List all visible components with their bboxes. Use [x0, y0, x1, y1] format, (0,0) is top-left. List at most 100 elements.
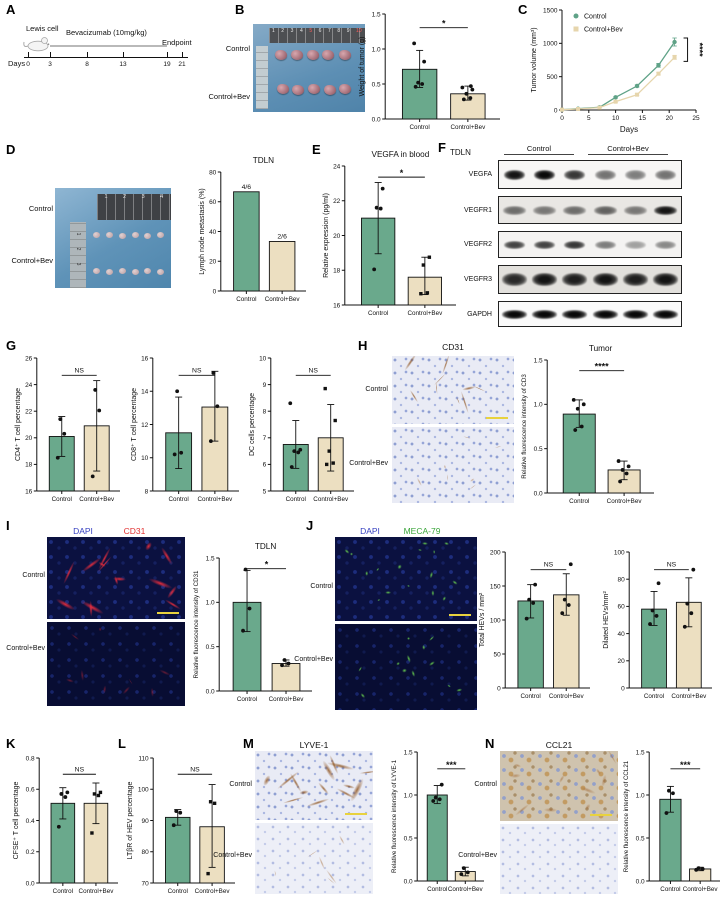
- svg-text:Control: Control: [169, 496, 189, 503]
- stain-texture: [395, 660, 401, 666]
- chart-ltbr: 70 80 90 100 110 Control Control+Bev NS LTβR of …: [124, 746, 241, 900]
- svg-text:10: 10: [141, 455, 149, 462]
- blot-band: [533, 169, 555, 180]
- blot-protein-label: VEGFA: [468, 171, 492, 178]
- svg-text:1.0: 1.0: [372, 46, 381, 53]
- vertical-ruler: [256, 46, 268, 110]
- stain-texture: [397, 563, 404, 571]
- blot-band: [594, 240, 616, 249]
- lymph-node-specimen: [118, 233, 126, 239]
- blot-band: [501, 273, 527, 286]
- svg-text:22: 22: [25, 409, 33, 416]
- row-label-control: Control: [365, 386, 388, 393]
- stain-texture: [494, 444, 502, 449]
- stain-texture: [422, 542, 429, 546]
- day-label: 19: [163, 61, 171, 68]
- panel-letter-h: H: [358, 338, 368, 353]
- blot-band: [593, 205, 617, 215]
- if-cd31-control: [47, 537, 185, 619]
- mouse-icon: [23, 37, 50, 52]
- ruler-number: 6: [318, 28, 322, 35]
- svg-text:Relative fluorescence intensit: Relative fluorescence intensity of CD3: [521, 374, 528, 479]
- stain-texture: [514, 802, 530, 816]
- if-cd31-bev: [47, 622, 185, 706]
- panel-letter-b: B: [235, 2, 245, 17]
- blot-lane-box: [498, 265, 682, 294]
- svg-text:Control: Control: [660, 886, 680, 893]
- row-label-control-bev: Control+Bev: [294, 656, 333, 663]
- blot-band: [653, 273, 679, 286]
- svg-text:0.0: 0.0: [404, 878, 413, 885]
- stain-texture: [510, 773, 521, 779]
- stain-texture: [164, 598, 182, 611]
- svg-text:Control+Bev: Control+Bev: [450, 124, 486, 131]
- chart-tumor-weight: 0.0 0.5 1.0 1.5 Control Control+Bev * Weight of…: [356, 2, 506, 136]
- panel-letter-g: G: [6, 338, 17, 353]
- svg-text:0.0: 0.0: [372, 116, 381, 123]
- svg-text:0.0: 0.0: [26, 880, 35, 887]
- svg-text:0.6: 0.6: [26, 787, 35, 794]
- blot-band: [563, 205, 587, 215]
- stain-texture: [557, 774, 565, 785]
- panel-letter-d: D: [6, 142, 16, 157]
- ruler-number: 1: [104, 194, 108, 200]
- blot-band: [624, 240, 646, 249]
- stain-texture: [408, 389, 419, 403]
- svg-text:CD8⁺ T cell percentage: CD8⁺ T cell percentage: [131, 388, 138, 461]
- svg-text:4/6: 4/6: [242, 184, 252, 191]
- lymph-node-specimen: [131, 269, 139, 275]
- blot-row-vegfr1: VEGFR1: [448, 196, 682, 224]
- stain-texture: [404, 356, 418, 372]
- stain-title-ccl21: CCL21: [545, 740, 573, 750]
- svg-text:1.0: 1.0: [636, 792, 645, 799]
- svg-text:Control: Control: [52, 496, 72, 503]
- stain-texture: [376, 598, 381, 603]
- day-label: 3: [48, 61, 52, 68]
- svg-text:90: 90: [141, 818, 149, 825]
- stain-texture: [273, 870, 277, 877]
- stain-texture: [147, 577, 173, 591]
- svg-text:LTβR of HEV percentage: LTβR of HEV percentage: [127, 781, 134, 859]
- svg-text:0: 0: [497, 685, 501, 692]
- stain-title-dapi: DAPI: [73, 526, 93, 536]
- tumor-specimen: [323, 84, 336, 95]
- svg-text:0.0: 0.0: [636, 878, 645, 885]
- stain-texture: [431, 589, 435, 597]
- svg-text:0.2: 0.2: [26, 849, 35, 856]
- blot-band: [594, 169, 616, 180]
- panel-letter-f: F: [438, 140, 446, 155]
- stain-texture: [349, 552, 353, 556]
- blot-band: [562, 309, 588, 319]
- svg-text:16: 16: [25, 488, 33, 495]
- stain-texture: [446, 684, 452, 689]
- stain-texture: [462, 436, 472, 440]
- chart-cd4: 16 18 20 22 24 26 Control Control+Bev NS CD4⁺ T c…: [12, 346, 126, 508]
- stain-texture: [416, 477, 423, 487]
- svg-text:Relative fluorescence intensit: Relative fluorescence intensity of CD31: [193, 570, 200, 679]
- svg-text:NS: NS: [544, 562, 554, 569]
- svg-text:10: 10: [259, 355, 267, 362]
- blot-rows: VEGFA VEGFR1 VEGFR2 VEGFR3 GAPDH: [448, 160, 682, 334]
- stain-texture: [433, 550, 436, 555]
- chart-dc: 5 6 7 8 9 10 Control Control+Bev NS DC cells perc…: [246, 346, 360, 508]
- svg-text:50: 50: [493, 651, 501, 658]
- stain-texture: [80, 669, 85, 682]
- ruler: 1 2 3 4 5 6 7 8 9 10: [268, 28, 365, 44]
- svg-text:NS: NS: [667, 562, 677, 569]
- svg-text:0.8: 0.8: [26, 755, 35, 762]
- svg-text:20: 20: [666, 115, 674, 122]
- svg-text:1000: 1000: [543, 41, 558, 48]
- panel-a-schema: Lewis cell Bevacizumab (10mg/kg) Endpoin…: [8, 2, 236, 88]
- stain-texture: [578, 785, 596, 795]
- drug-label: Bevacizumab (10mg/kg): [66, 28, 147, 37]
- blot-band: [503, 169, 525, 180]
- blot-band: [655, 169, 677, 180]
- svg-text:0.0: 0.0: [206, 688, 215, 695]
- stain-texture: [357, 665, 363, 672]
- ruler-number: 2: [75, 247, 82, 251]
- svg-text:Weight of tumor (g): Weight of tumor (g): [359, 37, 366, 97]
- svg-text:Control+Bev: Control+Bev: [607, 498, 643, 505]
- svg-text:Control: Control: [584, 14, 607, 21]
- ruler: 1 2 3 4: [96, 194, 171, 220]
- blot-band: [531, 273, 557, 286]
